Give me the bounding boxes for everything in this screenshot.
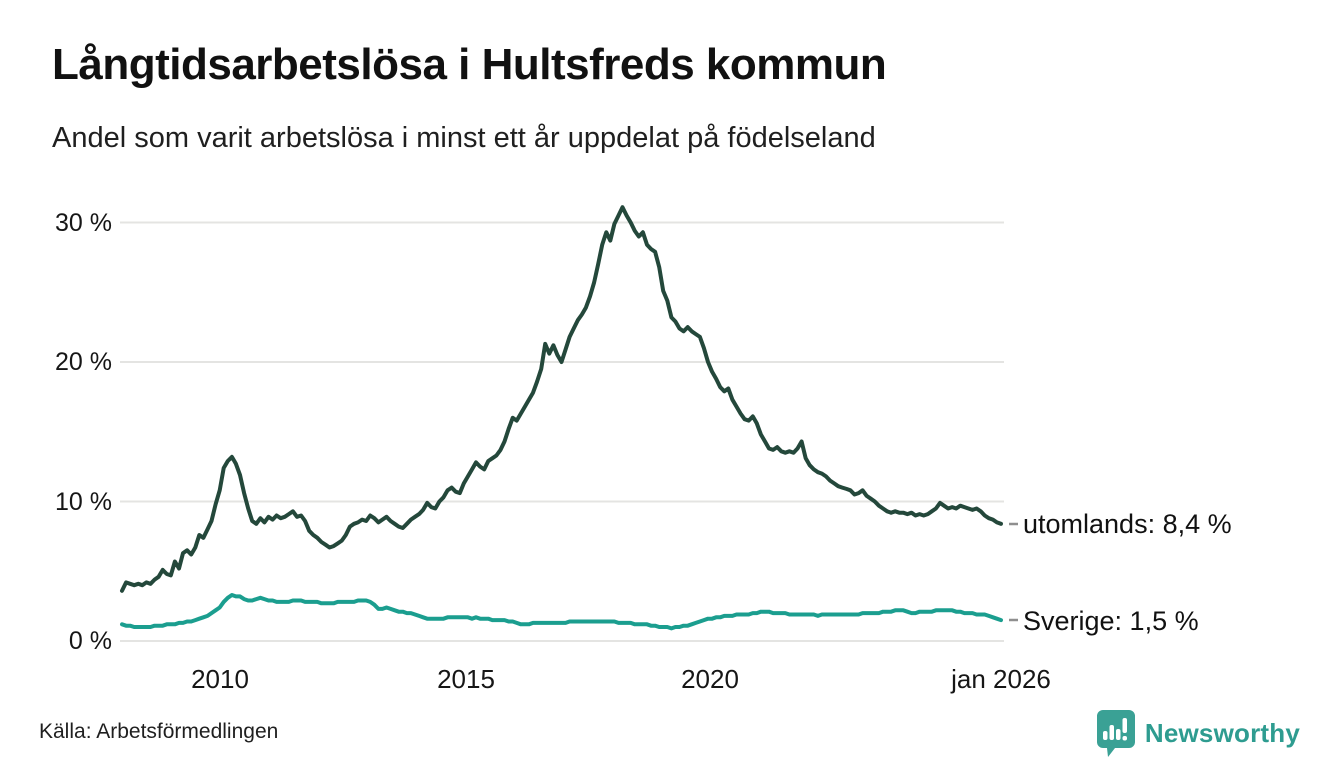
series-end-labels: utomlands: 8,4 % Sverige: 1,5 %	[1009, 509, 1232, 636]
source-attribution: Källa: Arbetsförmedlingen	[39, 720, 279, 743]
end-label-sverige: Sverige: 1,5 %	[1023, 606, 1199, 636]
newsworthy-logo[interactable]: Newsworthy	[1095, 708, 1300, 758]
y-tick-label: 10 %	[55, 488, 112, 516]
newsworthy-logo-icon	[1096, 710, 1135, 757]
y-tick-label: 20 %	[55, 348, 112, 376]
series-line-utomlands	[120, 205, 1003, 593]
newsworthy-wordmark: Newsworthy	[1144, 717, 1300, 748]
x-tick-label: 2020	[681, 664, 739, 694]
end-label-utomlands: utomlands: 8,4 %	[1023, 509, 1232, 539]
y-tick-label: 0 %	[69, 627, 112, 655]
x-tick-label: 2015	[437, 664, 495, 694]
x-tick-label: jan 2026	[950, 664, 1051, 694]
x-tick-label: 2010	[191, 664, 249, 694]
x-axis: 2010 2015 2020 jan 2026	[191, 664, 1051, 694]
y-tick-label: 30 %	[55, 209, 112, 237]
y-axis: 30 % 20 % 10 % 0 %	[55, 209, 112, 655]
page-title: Långtidsarbetslösa i Hultsfreds kommun	[52, 40, 887, 89]
series-line-sverige	[120, 593, 1003, 631]
page-subtitle: Andel som varit arbetslösa i minst ett å…	[52, 122, 876, 154]
gridlines	[120, 221, 1004, 642]
